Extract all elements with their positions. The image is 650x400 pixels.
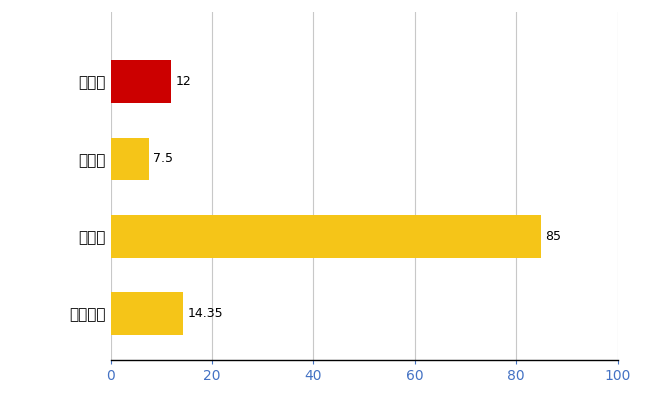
Text: 7.5: 7.5 xyxy=(153,152,173,166)
Bar xyxy=(111,60,172,103)
Text: 85: 85 xyxy=(545,230,562,243)
Text: 12: 12 xyxy=(176,75,191,88)
Text: 14.35: 14.35 xyxy=(187,307,223,320)
Bar xyxy=(111,292,183,335)
Bar xyxy=(111,215,541,258)
Bar xyxy=(111,138,149,180)
